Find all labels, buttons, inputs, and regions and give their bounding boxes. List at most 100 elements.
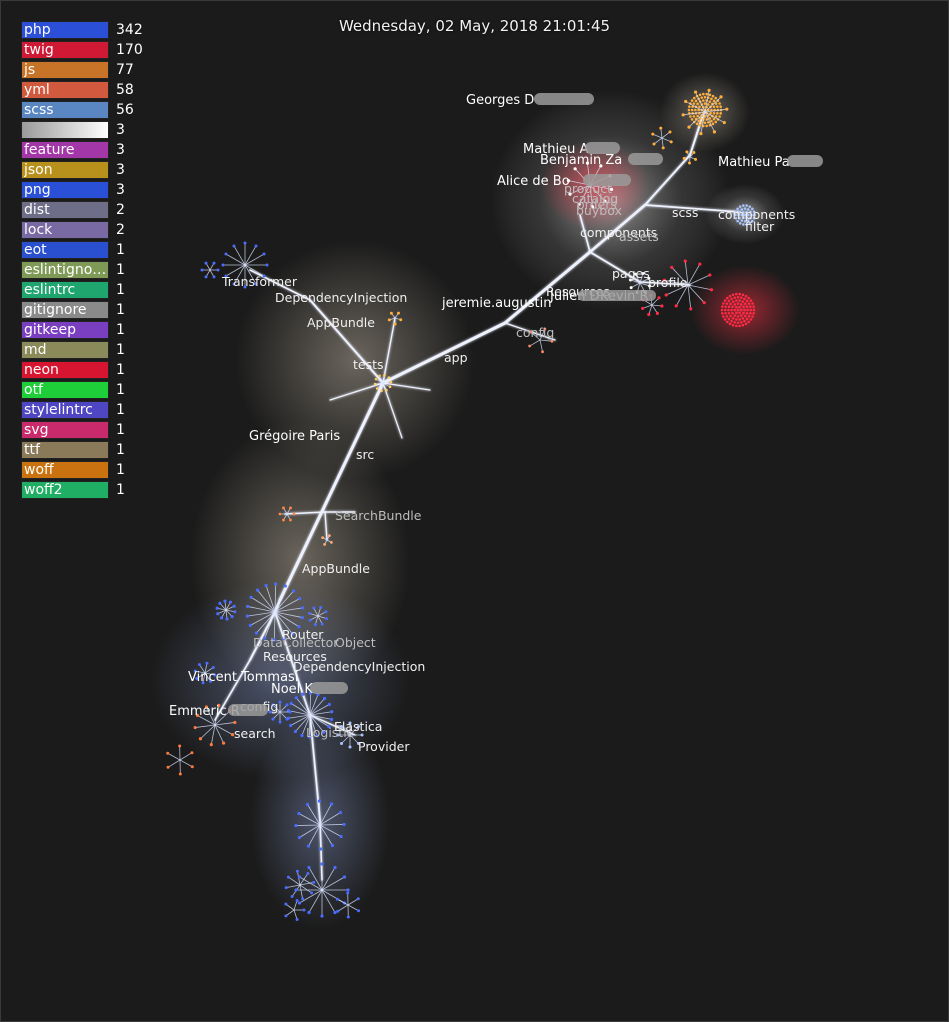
- legend-count: 1: [116, 242, 125, 258]
- legend-extension: scss: [24, 102, 54, 118]
- legend-swatch: [21, 41, 109, 59]
- legend-extension: woff2: [24, 482, 63, 498]
- legend-swatch: [21, 441, 109, 459]
- file-cluster: [286, 691, 334, 739]
- file-cluster: [373, 373, 393, 393]
- contributor-benjamin: Benjamin Za: [540, 153, 622, 168]
- timestamp: Wednesday, 02 May, 2018 21:01:45: [338, 17, 611, 35]
- legend-extension: yml: [24, 82, 50, 98]
- legend-count: 56: [116, 102, 134, 118]
- redacted-name: [534, 93, 594, 105]
- dir-label-pages: pages: [612, 266, 650, 281]
- file-cluster: [387, 311, 403, 326]
- file-cluster: [221, 241, 269, 289]
- contributor-alice: Alice de Bo: [497, 174, 570, 189]
- file-cluster: [193, 661, 217, 685]
- dir-label-object: Object: [335, 635, 376, 650]
- contributor-emmeric: Emmeric R: [169, 704, 240, 719]
- legend-swatch: [21, 261, 109, 279]
- dir-label-search: search: [234, 726, 276, 741]
- redacted-name: [628, 153, 663, 165]
- dir-label-datacollector: DataCollector: [253, 635, 339, 650]
- legend-swatch: [21, 181, 109, 199]
- legend-count: 3: [116, 142, 125, 158]
- file-cluster: [321, 534, 333, 546]
- dir-label-tests: tests: [353, 357, 384, 372]
- file-cluster: [278, 506, 296, 522]
- legend-count: 1: [116, 402, 125, 418]
- legend-swatch: [21, 401, 109, 419]
- dir-label-buybox: buybox: [576, 203, 622, 218]
- dir-label-components: components: [580, 225, 657, 240]
- dir-label-orders: orders: [577, 197, 617, 212]
- legend-extension: stylelintrc: [24, 402, 93, 418]
- contributor-mathieu-p: Mathieu Pa: [718, 155, 790, 170]
- legend-swatch: [21, 421, 109, 439]
- contributor-mathieu-a: Mathieu A: [523, 142, 589, 157]
- dir-label-dependency-injection: DependencyInjection: [275, 290, 407, 305]
- legend-count: 342: [116, 22, 143, 38]
- dir-label-src: src: [356, 447, 374, 462]
- dir-label-resources-bottom: Resources: [263, 649, 327, 664]
- dir-label-profile: profile: [648, 275, 688, 290]
- file-cluster: [682, 150, 698, 165]
- dir-label-assets: assets: [619, 229, 659, 244]
- legend-count: 3: [116, 122, 125, 138]
- contributor-gregoire: Grégoire Paris: [249, 429, 340, 444]
- legend-extension: neon: [24, 362, 59, 378]
- legend-extension: php: [24, 22, 51, 38]
- tree-branches: [214, 114, 741, 881]
- legend-count: 58: [116, 82, 134, 98]
- dir-label-scss: scss: [672, 205, 698, 220]
- contributor-vincent: Vincent Tommasi: [188, 670, 298, 685]
- legend-extension: woff: [24, 462, 54, 478]
- legend-swatch: [21, 61, 109, 79]
- legend-extension: feature: [24, 142, 75, 158]
- contributor-jeremie: jeremie.augustin: [441, 296, 552, 311]
- legend-swatch: [21, 141, 109, 159]
- contributor-labels: Georges D Mathieu A Benjamin Za Alice de…: [169, 93, 823, 719]
- file-cluster: [294, 799, 346, 851]
- legend-count: 2: [116, 202, 125, 218]
- legend-count: 1: [116, 382, 125, 398]
- file-cluster: [335, 891, 361, 919]
- legend-count: 1: [116, 342, 125, 358]
- legend-count: 1: [116, 322, 125, 338]
- legend-count: 1: [116, 362, 125, 378]
- legend-extension: gitkeep: [24, 322, 76, 338]
- legend-swatch: [21, 101, 109, 119]
- file-cluster: [662, 259, 714, 311]
- dir-label-components-right: components: [718, 207, 795, 222]
- legend-extension: md: [24, 342, 47, 358]
- file-cluster: [166, 744, 194, 776]
- legend-swatch: [21, 241, 109, 259]
- redacted-name: [585, 142, 620, 154]
- legend-swatch: [21, 281, 109, 299]
- legend-count: 1: [116, 482, 125, 498]
- dir-label-app: app: [444, 350, 468, 365]
- file-cluster: [284, 898, 306, 922]
- redacted-name: [310, 682, 348, 694]
- file-node-clusters: [166, 88, 756, 922]
- dir-label-transformer: Transformer: [221, 274, 298, 289]
- legend-count: 3: [116, 182, 125, 198]
- legend-extension: png: [24, 182, 51, 198]
- redacted-name: [578, 290, 656, 301]
- legend-count: 1: [116, 462, 125, 478]
- file-cluster: [294, 862, 350, 918]
- contributor-georges: Georges D: [466, 93, 534, 108]
- file-cluster: [651, 126, 673, 150]
- glow-layer: [150, 72, 800, 930]
- file-cluster: [681, 88, 729, 136]
- legend-count: 170: [116, 42, 143, 58]
- legend-extension: otf: [24, 382, 43, 398]
- file-cluster: [215, 599, 237, 621]
- legend-extension: gitignore: [24, 302, 87, 318]
- file-cluster: [245, 582, 305, 642]
- dir-label-appbundle: AppBundle: [302, 561, 370, 576]
- legend-count: 77: [116, 62, 134, 78]
- legend-swatch: [21, 201, 109, 219]
- legend-extension: dist: [24, 202, 50, 218]
- legend-swatch: [21, 21, 109, 39]
- dir-label-catalog: catalog: [572, 191, 618, 206]
